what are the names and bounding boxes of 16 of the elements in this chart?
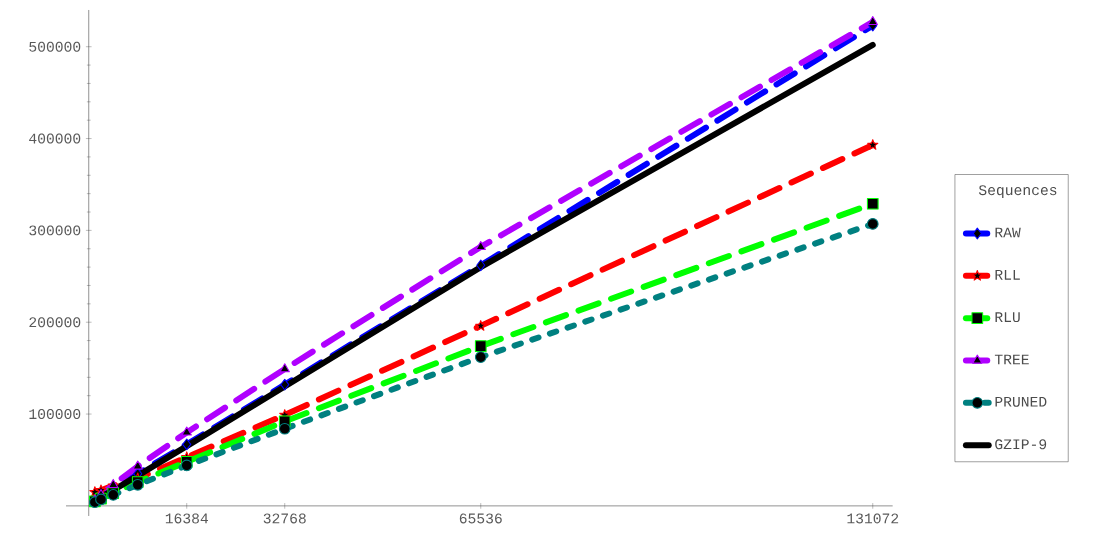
legend-label: PRUNED: [995, 396, 1047, 407]
y-tick-label: 400000: [29, 133, 81, 144]
y-tick-label: 500000: [29, 41, 81, 52]
legend-label: RLL: [995, 269, 1020, 280]
x-tick-label: 131072: [847, 513, 899, 524]
y-tick-label: 100000: [29, 409, 81, 420]
x-tick-label: 65536: [459, 513, 502, 524]
legend-label: TREE: [994, 354, 1029, 365]
legend-label: RAW: [995, 227, 1021, 238]
x-tick-label: 16384: [165, 513, 208, 524]
legend-label: GZIP-9: [995, 439, 1047, 450]
y-tick-label: 300000: [29, 225, 81, 236]
legend-label: RLU: [995, 312, 1020, 323]
y-tick-label: 200000: [29, 317, 81, 328]
x-tick-label: 32768: [263, 513, 306, 524]
legend-title: Sequences: [978, 185, 1057, 199]
